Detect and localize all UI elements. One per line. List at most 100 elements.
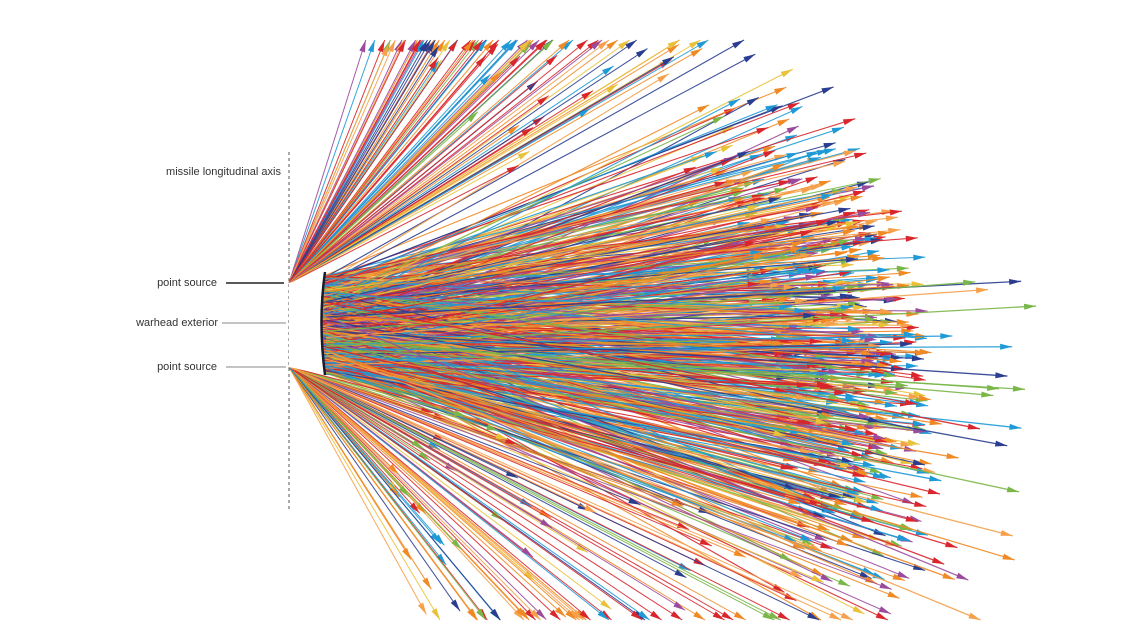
fragment-ray bbox=[862, 225, 874, 231]
fragment-ray bbox=[852, 606, 864, 614]
fragment-ray bbox=[912, 355, 924, 361]
fragment-ray bbox=[862, 185, 874, 191]
fragment-ray bbox=[928, 488, 940, 494]
fragment-ray bbox=[787, 126, 799, 134]
fragment-ray bbox=[671, 611, 683, 620]
fragment-ray bbox=[887, 591, 899, 598]
fragment-ray bbox=[838, 579, 850, 586]
fragment-ray bbox=[728, 99, 740, 107]
fragment-ray bbox=[774, 87, 786, 94]
fragment-ray bbox=[853, 477, 865, 483]
fragment-ray bbox=[850, 196, 862, 202]
fragment-ray bbox=[940, 333, 952, 339]
fragment-ray bbox=[832, 127, 844, 134]
fragment-rays bbox=[289, 40, 1036, 620]
fragment-ray bbox=[537, 96, 548, 105]
fragment-ray bbox=[841, 612, 853, 620]
fragment-ray bbox=[451, 599, 460, 611]
fragment-ray bbox=[823, 143, 835, 149]
fragment-ray bbox=[976, 287, 988, 293]
fragment-ray bbox=[906, 363, 918, 369]
fragment-ray bbox=[963, 280, 975, 286]
fragment-ray bbox=[673, 601, 685, 610]
axis-label: missile longitudinal axis bbox=[166, 166, 281, 178]
fragment-ray bbox=[781, 69, 793, 77]
fragment-ray bbox=[910, 492, 922, 498]
fragment-ray bbox=[820, 542, 832, 549]
fragment-ray bbox=[756, 127, 768, 134]
fragment-ray bbox=[981, 391, 993, 397]
fragment-ray bbox=[868, 178, 880, 184]
fragment-ray bbox=[810, 185, 822, 191]
fragment-ray bbox=[1009, 424, 1021, 430]
fragment-ray bbox=[1000, 344, 1012, 350]
fragment-ray bbox=[431, 608, 440, 620]
point-source-label: point source bbox=[157, 361, 217, 373]
fragment-ray bbox=[886, 216, 898, 222]
fragment-ray bbox=[833, 161, 845, 167]
fragment-ray bbox=[995, 372, 1007, 378]
fragment-ray bbox=[576, 40, 587, 50]
fragment-ray bbox=[879, 582, 891, 589]
fragment-ray bbox=[602, 66, 614, 75]
fragment-ray bbox=[636, 49, 648, 58]
fragment-ray bbox=[946, 453, 958, 459]
fragment-ray bbox=[929, 476, 941, 482]
fragment-ray bbox=[877, 267, 889, 273]
fragment-ray bbox=[916, 401, 928, 407]
fragment-ray bbox=[843, 119, 855, 125]
fragment-ray bbox=[968, 424, 980, 430]
fragment-ray bbox=[968, 613, 980, 620]
fragment-ray bbox=[378, 40, 385, 52]
fragment-ray bbox=[876, 612, 888, 620]
fragment-ray bbox=[849, 248, 861, 254]
fragment-ray bbox=[879, 472, 891, 478]
fragment-ray bbox=[878, 231, 890, 237]
fragment-ray bbox=[600, 600, 611, 610]
fragment-ray bbox=[913, 255, 925, 261]
fragment-ray bbox=[898, 270, 910, 276]
fragment-ray bbox=[805, 177, 817, 184]
fragment-ray bbox=[657, 74, 669, 83]
fragment-ray bbox=[606, 40, 617, 50]
fragment-ray bbox=[870, 505, 882, 511]
fragment-ray bbox=[854, 153, 866, 159]
fragment-ray bbox=[418, 603, 426, 615]
fragment-ray bbox=[697, 105, 709, 113]
warhead-exterior-label: warhead exterior bbox=[135, 317, 218, 329]
fragment-ray bbox=[956, 573, 968, 580]
fragment-ray bbox=[747, 97, 759, 105]
fragment-ray bbox=[732, 40, 744, 49]
warhead-body bbox=[289, 272, 325, 375]
fragment-ray bbox=[914, 501, 926, 507]
fragment-ray bbox=[650, 611, 662, 620]
fragment-ray bbox=[875, 448, 887, 454]
fragment-ray bbox=[878, 276, 890, 282]
fragment-ray bbox=[368, 40, 375, 52]
fragment-ray bbox=[1007, 486, 1019, 492]
fragment-ray bbox=[448, 40, 457, 52]
fragment-ray bbox=[507, 166, 519, 174]
fragment-ray bbox=[897, 535, 909, 541]
fragment-ray bbox=[995, 441, 1007, 447]
fragment-ray bbox=[734, 612, 746, 620]
fragment-ray bbox=[533, 116, 545, 125]
fragment-ray bbox=[911, 372, 923, 378]
fragment-ray bbox=[821, 87, 833, 94]
fragment-ray bbox=[890, 210, 902, 216]
fragment-ray bbox=[422, 577, 431, 589]
fragment-ray bbox=[359, 40, 365, 52]
fragment-ray bbox=[932, 557, 944, 564]
fragment-ray bbox=[704, 152, 716, 159]
fragment-ray bbox=[879, 606, 891, 614]
fragment-ray bbox=[1000, 530, 1012, 536]
fragment-ray bbox=[853, 191, 865, 197]
fragment-ray bbox=[693, 611, 705, 620]
point-source-label: point source bbox=[157, 277, 217, 289]
fragment-ray bbox=[907, 439, 919, 445]
fragment-ray bbox=[906, 236, 918, 242]
fragment-ray bbox=[777, 119, 789, 126]
fragment-ray bbox=[743, 54, 755, 62]
